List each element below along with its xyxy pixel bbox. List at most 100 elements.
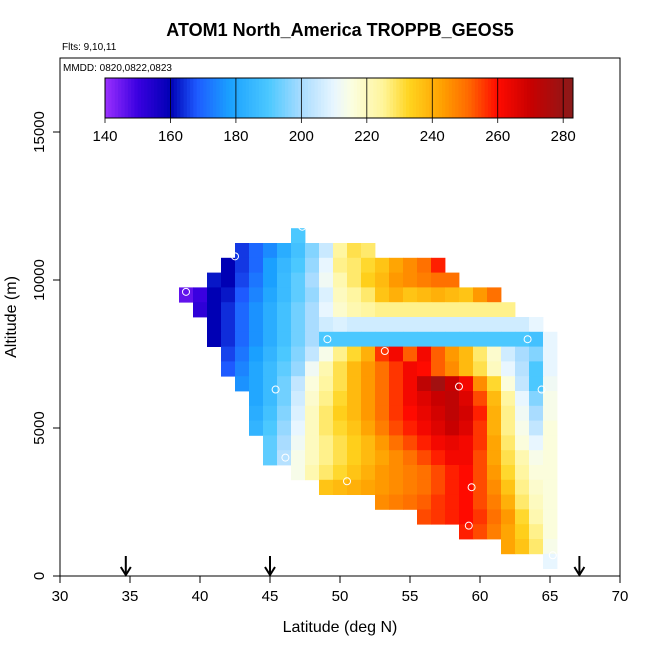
heatmap-cell (529, 391, 544, 407)
colorbar-swatch (193, 78, 198, 118)
heatmap-cell (487, 346, 502, 362)
colorbar-swatch (363, 78, 368, 118)
heatmap-cell (473, 361, 488, 377)
heatmap-cell (459, 465, 474, 481)
heatmap-cell (417, 405, 432, 421)
colorbar-swatch (337, 78, 342, 118)
heatmap-cell (431, 331, 446, 347)
heatmap-cell (501, 435, 516, 451)
heatmap-cell (361, 331, 376, 347)
heatmap-cell (207, 317, 222, 333)
heatmap-cell (249, 331, 264, 347)
heatmap-cell (403, 420, 418, 436)
heatmap-cell (473, 317, 488, 333)
heatmap-cell (291, 331, 306, 347)
heatmap-cell (333, 331, 348, 347)
heatmap-cell (473, 376, 488, 392)
heatmap-cell (487, 376, 502, 392)
heatmap-cell (515, 509, 530, 525)
heatmap-cell (333, 317, 348, 333)
heatmap-cell (249, 420, 264, 436)
heatmap-cell (403, 405, 418, 421)
colorbar-swatch (527, 78, 531, 118)
heatmap-cell (221, 361, 236, 377)
colorbar-swatch (491, 78, 495, 118)
heatmap-cell (459, 361, 474, 377)
heatmap-cell (375, 361, 390, 377)
heatmap-cell (445, 420, 460, 436)
colorbar-swatch (147, 78, 152, 118)
colorbar-swatch (487, 78, 492, 118)
heatmap-cell (291, 376, 306, 392)
heatmap-cell (515, 317, 530, 333)
colorbar-tick-label: 260 (485, 128, 510, 145)
heatmap-cell (305, 376, 320, 392)
heatmap-cell (249, 302, 264, 318)
heatmap-cell (403, 331, 418, 347)
heatmap-cell (515, 524, 530, 540)
colorbar-swatch (465, 78, 469, 118)
heatmap-cell (403, 272, 418, 288)
colorbar-swatch (566, 78, 571, 118)
heatmap-cell (291, 465, 306, 481)
heatmap-cell (305, 302, 320, 318)
colorbar-tick-label: 280 (551, 128, 576, 145)
heatmap-cell (389, 465, 404, 481)
heatmap-cell (417, 346, 432, 362)
heatmap-cell (263, 317, 278, 333)
colorbar-swatch (563, 78, 567, 118)
heatmap-cell (249, 405, 264, 421)
heatmap-cell (263, 243, 278, 259)
heatmap-cell (249, 287, 264, 303)
y-tick-label: 15000 (31, 111, 48, 153)
heatmap-cell (305, 272, 320, 288)
colorbar-swatch (478, 78, 482, 118)
colorbar-swatch (438, 78, 443, 118)
heatmap-cell (543, 479, 558, 495)
heatmap-cell (445, 494, 460, 510)
heatmap-cell (459, 317, 474, 333)
heatmap-cell (487, 479, 502, 495)
heatmap-cell (319, 405, 334, 421)
colorbar-swatch (379, 78, 384, 118)
heatmap-cell (305, 317, 320, 333)
x-tick-label: 60 (472, 588, 489, 605)
heatmap-cell (207, 287, 222, 303)
heatmap-cell (361, 405, 376, 421)
heatmap-cell (249, 272, 264, 288)
heatmap-cell (515, 539, 530, 555)
heatmap-cell (361, 450, 376, 466)
heatmap-cell (375, 302, 390, 318)
heatmap-cell (277, 272, 292, 288)
heatmap-cell (431, 405, 446, 421)
heatmap-cell (529, 420, 544, 436)
heatmap-cell (305, 435, 320, 451)
heatmap-cell (431, 435, 446, 451)
colorbar-swatch (144, 78, 149, 118)
sample-point (298, 222, 307, 231)
heatmap-cell (501, 465, 516, 481)
sample-point (523, 335, 532, 344)
heatmap-cell (473, 287, 488, 303)
colorbar-swatch (249, 78, 253, 118)
colorbar-swatch (105, 78, 109, 118)
colorbar-swatch (429, 78, 433, 118)
colorbar-swatch (245, 78, 250, 118)
chart-title: ATOM1 North_America TROPPB_GEOS5 (166, 20, 513, 40)
heatmap-cell (207, 302, 222, 318)
heatmap-cell (319, 435, 334, 451)
heatmap-cell (361, 376, 376, 392)
flights-note: Flts: 9,10,11 (62, 42, 117, 53)
colorbar-swatch (334, 78, 338, 118)
x-tick-label: 45 (262, 588, 279, 605)
colorbar-swatch (556, 78, 561, 118)
colorbar-swatch (507, 78, 512, 118)
heatmap-cell (347, 272, 362, 288)
heatmap-cell (319, 479, 334, 495)
colorbar-tick-label: 240 (420, 128, 445, 145)
heatmap-cell (389, 391, 404, 407)
colorbar-swatch (141, 78, 145, 118)
arrow-down-icon (573, 556, 586, 577)
heatmap-cell (389, 405, 404, 421)
colorbar-swatch (301, 78, 306, 118)
